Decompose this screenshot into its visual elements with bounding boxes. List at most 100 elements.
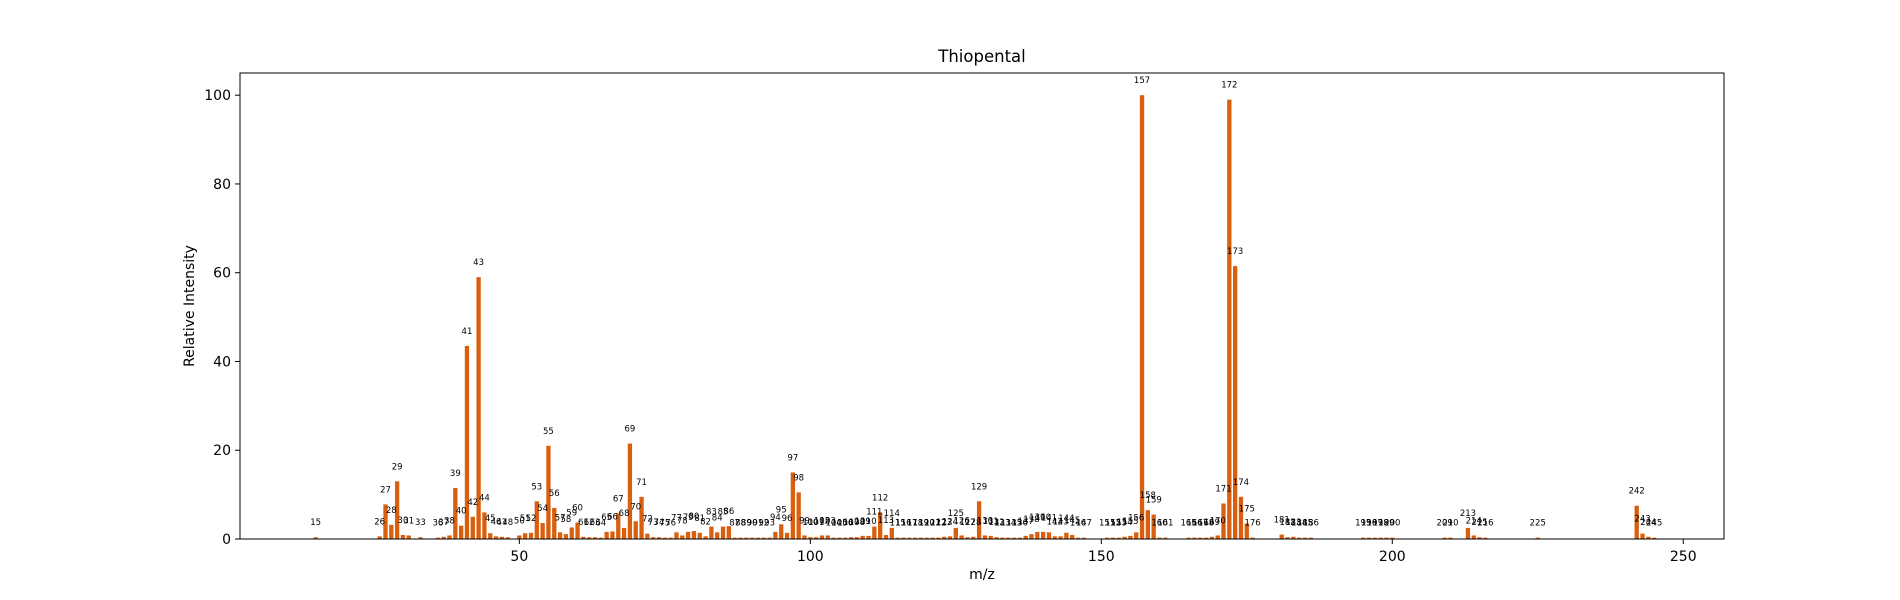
peak-label: 31	[403, 516, 414, 526]
peak-label: 95	[776, 505, 787, 515]
peak-bar	[732, 537, 737, 539]
peak-label: 74	[654, 518, 665, 528]
peak-label: 27	[380, 485, 391, 495]
peak-bar	[715, 532, 720, 539]
peak-label: 147	[1076, 519, 1092, 529]
peak-bar	[1366, 537, 1372, 539]
peak-label: 55	[543, 427, 554, 437]
peak-label: 158	[1140, 491, 1156, 501]
peak-label: 169	[1204, 518, 1220, 528]
peak-bar	[1046, 532, 1052, 539]
peak-bar	[1244, 523, 1249, 539]
peak-label: 136	[1012, 519, 1028, 529]
peak-label: 183	[1285, 518, 1301, 528]
peak-bar	[1134, 532, 1139, 539]
peak-label: 181	[1274, 516, 1290, 526]
peak-label: 153	[1111, 519, 1127, 529]
peak-label: 126	[954, 516, 970, 526]
peak-label: 86	[723, 507, 734, 517]
peak-bar	[965, 537, 970, 539]
peak-bar	[1238, 496, 1244, 539]
peak-bar	[971, 536, 976, 539]
peak-label: 98	[793, 473, 804, 483]
peak-bar	[1151, 514, 1156, 539]
peak-bar	[587, 537, 592, 539]
peak-bar	[1192, 537, 1197, 539]
peak-bar	[1040, 531, 1046, 539]
peak-bar	[1215, 535, 1220, 539]
peak-bar	[1198, 537, 1203, 539]
peak-bar	[441, 536, 446, 539]
peak-label: 48	[502, 518, 513, 528]
peak-bar	[1145, 510, 1151, 539]
peak-bar	[703, 536, 708, 539]
peak-bar	[435, 537, 441, 539]
peak-bar	[773, 531, 778, 539]
peak-label: 89	[741, 519, 752, 529]
peak-bar	[767, 537, 772, 539]
peak-bar	[674, 532, 679, 539]
peak-label: 110	[860, 517, 876, 527]
x-axis-ticks: 50 100 150 200 250	[510, 539, 1697, 565]
peak-label: 141	[1041, 513, 1057, 523]
peak-label: 107	[843, 518, 859, 528]
peak-label: 125	[948, 509, 964, 519]
peak-bar	[1052, 536, 1057, 539]
peak-bar	[1442, 537, 1447, 539]
peak-bar	[1465, 527, 1471, 539]
peak-label: 184	[1291, 519, 1307, 529]
peak-bar	[394, 481, 400, 539]
peak-bar	[691, 531, 697, 539]
peak-label: 129	[971, 482, 987, 492]
x-tick-label: 100	[797, 549, 824, 565]
peak-label: 209	[1437, 519, 1453, 529]
peak-bar	[633, 521, 638, 539]
peak-label: 128	[965, 518, 981, 528]
peak-label: 122	[930, 519, 946, 529]
y-tick-label: 0	[222, 532, 231, 548]
peak-bar	[744, 537, 749, 539]
peak-bar	[930, 537, 935, 539]
peak-label: 39	[450, 469, 461, 479]
peak-label: 28	[386, 506, 397, 516]
peak-bar	[1233, 266, 1238, 539]
peak-bar	[592, 537, 598, 539]
x-tick-label: 150	[1088, 549, 1115, 565]
peak-label: 64	[595, 519, 606, 529]
peak-bar	[313, 537, 318, 539]
peak-label: 156	[1128, 513, 1144, 523]
peak-label: 155	[1122, 517, 1138, 527]
peak-label: 160	[1151, 519, 1167, 529]
peak-bar	[1070, 535, 1075, 539]
peak-label: 62	[584, 518, 595, 528]
peak-label: 116	[895, 519, 911, 529]
peak-bar	[377, 536, 382, 539]
peak-label: 50	[514, 516, 525, 526]
peak-bar	[1058, 536, 1063, 539]
peak-label: 186	[1303, 519, 1319, 529]
y-tick-label: 100	[204, 88, 231, 104]
peak-label: 85	[718, 508, 729, 518]
peak-bar	[668, 537, 673, 539]
peak-label: 197	[1367, 519, 1383, 529]
peak-bar	[685, 531, 691, 539]
peak-label: 165	[1180, 519, 1196, 529]
peak-label: 90	[747, 519, 758, 529]
peak-label: 52	[526, 514, 537, 524]
chart-title: Thiopental	[937, 47, 1025, 66]
peak-bar	[1163, 537, 1168, 539]
plot-area	[239, 72, 1725, 540]
peak-bar	[942, 536, 947, 539]
peak-label: 33	[415, 518, 426, 528]
peak-bar	[1104, 537, 1110, 539]
peak-label: 56	[549, 489, 560, 499]
peak-label: 36	[432, 519, 443, 529]
peak-label: 120	[919, 519, 935, 529]
peak-bar	[790, 472, 796, 539]
peak-label: 59	[566, 508, 577, 518]
peak-bar	[854, 537, 860, 539]
peak-label: 174	[1233, 478, 1249, 488]
peak-bar	[843, 537, 848, 539]
peak-label: 225	[1530, 519, 1546, 529]
peak-label: 210	[1442, 519, 1458, 529]
